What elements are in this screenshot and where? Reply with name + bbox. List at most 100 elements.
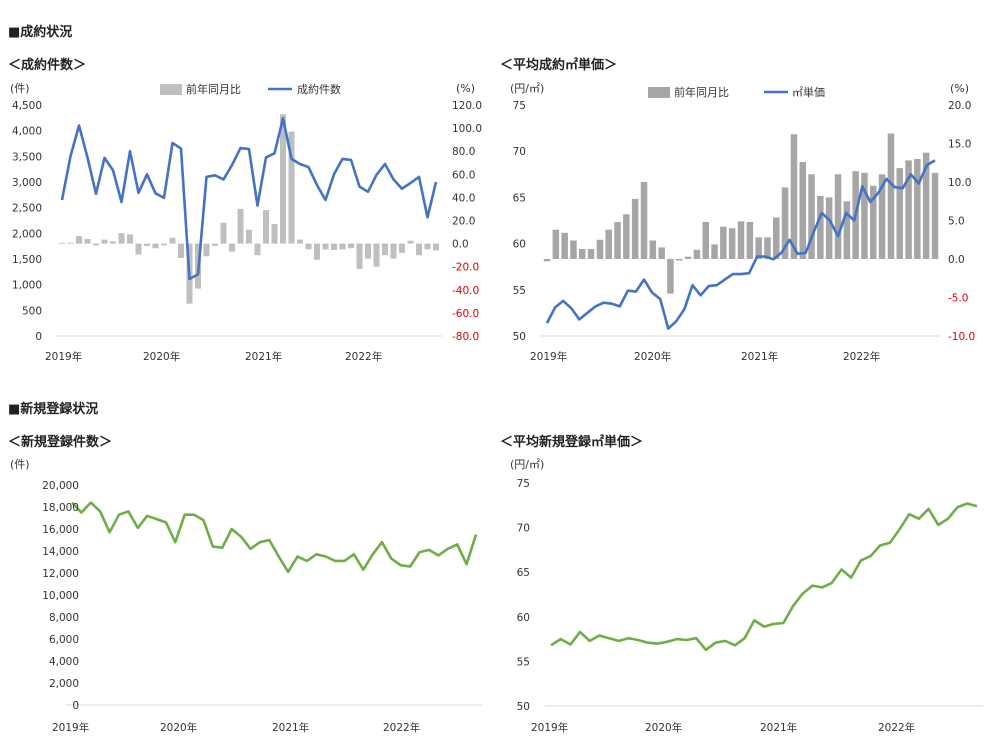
y-tick-left: 500	[22, 305, 42, 317]
y-tick-right: -80.0	[452, 331, 479, 343]
bar	[356, 243, 363, 269]
bar	[764, 237, 771, 259]
y-tick-right: 20.0	[948, 100, 971, 112]
x-tick-label: 2019年	[530, 350, 567, 363]
y-tick-right: -20.0	[452, 262, 479, 274]
left-unit-label: (円/㎡)	[510, 82, 544, 95]
bar	[203, 243, 210, 257]
bar	[676, 259, 683, 261]
y-tick-left: 65	[513, 192, 526, 204]
bar	[390, 243, 397, 259]
bar	[878, 174, 886, 259]
y-tick-left: 2,000	[49, 678, 79, 690]
bar	[101, 239, 108, 244]
bar	[212, 243, 218, 246]
y-tick-left: 16,000	[42, 524, 79, 536]
bar	[161, 243, 167, 246]
bar	[755, 237, 762, 259]
bar	[834, 174, 842, 259]
x-tick-label: 2021年	[741, 350, 778, 363]
bar	[382, 243, 388, 256]
bar	[93, 243, 99, 246]
bar	[887, 133, 895, 259]
legend-label: 成約件数	[297, 82, 341, 96]
y-tick-left: 75	[513, 100, 526, 112]
bar	[305, 243, 312, 250]
y-tick-right: 60.0	[452, 169, 475, 181]
y-tick-right: 0.0	[948, 254, 965, 266]
bar	[746, 222, 754, 259]
bar	[424, 243, 431, 250]
bar	[237, 208, 244, 244]
y-tick-left: 3,500	[12, 151, 42, 163]
y-tick-left: 65	[517, 567, 530, 579]
bar	[561, 232, 568, 259]
y-tick-left: 55	[517, 656, 530, 668]
y-tick-left: 2,500	[12, 203, 42, 215]
bar	[322, 243, 329, 250]
bar	[229, 243, 235, 252]
y-tick-left: 18,000	[42, 502, 79, 514]
bar	[728, 228, 736, 259]
bar	[373, 243, 380, 267]
y-tick-left: 2,000	[12, 228, 42, 240]
bar	[84, 239, 91, 244]
y-tick-left: 50	[513, 331, 526, 343]
y-tick-left: 8,000	[49, 612, 79, 624]
x-tick-label: 2022年	[843, 350, 880, 363]
y-tick-right: 20.0	[452, 216, 475, 228]
bar	[118, 233, 125, 244]
series-line	[550, 502, 978, 652]
y-tick-left: 12,000	[42, 568, 79, 580]
y-tick-left: 0	[35, 331, 42, 343]
chart-shinki-count: ＜新規登録件数＞ (件) 20,000 18,000 16,000 14,000 12,…	[8, 434, 482, 734]
bar	[614, 222, 621, 259]
bar	[870, 185, 877, 259]
x-tick-label: 2020年	[645, 721, 682, 734]
y-tick-left: 6,000	[49, 634, 79, 646]
chart-seiyaku-count: ＜成約件数＞ (件) (%) 前年同月比 成約件数 4,500 4,000 3,50…	[8, 57, 482, 363]
legend-label: 前年同月比	[674, 85, 729, 99]
bar	[416, 243, 422, 256]
bar	[280, 114, 286, 244]
bar	[543, 259, 551, 262]
y-tick-right: -10.0	[948, 331, 975, 343]
bar	[288, 131, 295, 244]
chart-title: ＜平均新規登録㎡単価＞	[500, 434, 643, 450]
bar	[144, 243, 150, 246]
bar	[843, 201, 851, 260]
bar	[76, 236, 82, 244]
chart-seiyaku-unitprice: ＜平均成約㎡単価＞ (円/㎡) (%) 前年同月比 ㎡単価 75 70 65 60 55…	[500, 57, 975, 363]
bar	[605, 229, 612, 259]
bar	[587, 249, 595, 259]
y-tick-right: 15.0	[948, 139, 971, 151]
y-tick-left: 0	[72, 700, 79, 712]
bar	[658, 247, 665, 259]
bar	[790, 134, 798, 259]
y-tick-left: 4,000	[12, 126, 42, 138]
bar	[433, 243, 439, 251]
bar	[711, 244, 718, 259]
bar	[922, 152, 930, 259]
bar	[596, 239, 604, 260]
bar	[135, 243, 142, 255]
bar	[623, 214, 630, 259]
y-tick-left: 1,000	[12, 280, 42, 292]
bar	[314, 243, 320, 260]
x-tick-label: 2019年	[531, 721, 568, 734]
x-tick-label: 2022年	[878, 721, 915, 734]
section-title-shinki: ■新規登録状況	[8, 402, 99, 417]
bar	[271, 224, 278, 244]
bar	[781, 187, 789, 259]
x-tick-label: 2021年	[245, 350, 282, 363]
x-tick-label: 2019年	[52, 721, 89, 734]
y-tick-left: 4,000	[49, 656, 79, 668]
y-tick-left: 1,500	[12, 254, 42, 266]
bar	[263, 210, 269, 244]
bar	[67, 242, 74, 244]
x-tick-label: 2019年	[45, 350, 82, 363]
bar	[220, 222, 227, 244]
x-tick-label: 2020年	[143, 350, 180, 363]
